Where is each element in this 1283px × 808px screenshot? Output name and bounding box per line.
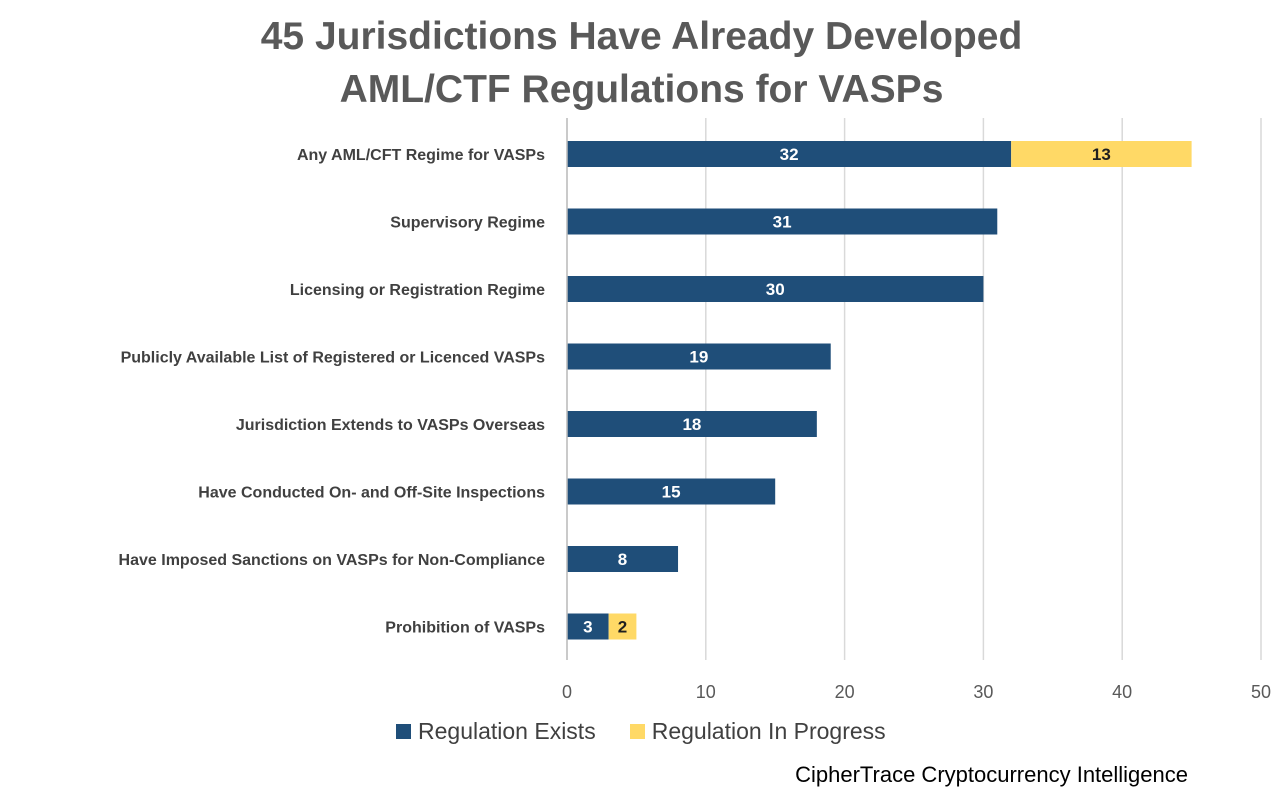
legend-swatch-regulation-in-progress [629, 724, 645, 739]
legend-label-regulation-exists: Regulation Exists [418, 718, 596, 744]
bar-regulation-exists-6 [567, 478, 776, 505]
chart-legend: Regulation Exists Regulation In Progress [396, 718, 920, 745]
category-label-supervisory-regime: Supervisory Regime [390, 215, 545, 232]
data-label-regulation-exists-2: 31 [773, 213, 792, 232]
data-label-regulation-exists-6: 15 [662, 483, 681, 502]
x-tick-label-20: 20 [835, 682, 855, 702]
data-label-regulation-in-progress-8: 2 [618, 618, 627, 637]
data-label-regulation-in-progress-1: 13 [1092, 145, 1111, 164]
x-tick-label-10: 10 [696, 682, 716, 702]
source-credit: CipherTrace Cryptocurrency Intelligence [795, 762, 1188, 787]
x-tick-label-50: 50 [1251, 682, 1271, 702]
data-label-regulation-exists-4: 19 [689, 348, 708, 367]
x-tick-label-30: 30 [973, 682, 993, 702]
chart-title-line-1: 45 Jurisdictions Have Already Developed [260, 15, 1023, 58]
bar-regulation-exists-8 [567, 613, 609, 640]
bar-regulation-exists-7 [567, 546, 679, 572]
category-label-publicly-available-list-of-registered-or-licenced-vasps: Publicly Available List of Registered or… [121, 350, 546, 367]
x-tick-label-40: 40 [1112, 682, 1132, 702]
legend-item-regulation-in-progress: Regulation In Progress [629, 718, 886, 745]
bar-regulation-in-progress-1 [1011, 141, 1192, 167]
category-label-jurisdiction-extends-to-vasps-overseas: Jurisdiction Extends to VASPs Overseas [236, 417, 545, 434]
legend-swatch-regulation-exists [396, 724, 411, 739]
category-label-have-imposed-sanctions-on-vasps-for-non-compliance: Have Imposed Sanctions on VASPs for Non-… [119, 552, 546, 569]
bar-regulation-exists-5 [567, 411, 817, 437]
data-label-regulation-exists-5: 18 [682, 415, 701, 434]
bar-regulation-exists-1 [567, 141, 1012, 167]
legend-label-regulation-in-progress: Regulation In Progress [651, 718, 886, 744]
chart-title-line-2: AML/CTF Regulations for VASPs [339, 68, 944, 111]
bar-regulation-in-progress-8 [608, 613, 637, 640]
data-label-regulation-exists-3: 30 [766, 280, 785, 299]
category-label-prohibition-of-vasps: Prohibition of VASPs [385, 620, 545, 637]
x-tick-label-0: 0 [562, 682, 572, 702]
chart-title: 45 Jurisdictions Have Already Developed … [0, 10, 1283, 116]
category-label-licensing-or-registration-regime: Licensing or Registration Regime [290, 282, 545, 299]
bar-regulation-exists-3 [567, 276, 984, 302]
legend-item-regulation-exists: Regulation Exists [396, 718, 596, 745]
category-label-have-conducted-on-and-off-site-inspections: Have Conducted On- and Off-Site Inspecti… [198, 485, 545, 502]
data-label-regulation-exists-8: 3 [583, 618, 592, 637]
data-label-regulation-exists-1: 32 [780, 145, 799, 164]
bar-regulation-exists-4 [567, 343, 831, 370]
category-label-any-aml-cft-regime-for-vasps: Any AML/CFT Regime for VASPs [297, 147, 545, 164]
bar-regulation-exists-2 [567, 208, 998, 235]
data-label-regulation-exists-7: 8 [618, 550, 627, 569]
